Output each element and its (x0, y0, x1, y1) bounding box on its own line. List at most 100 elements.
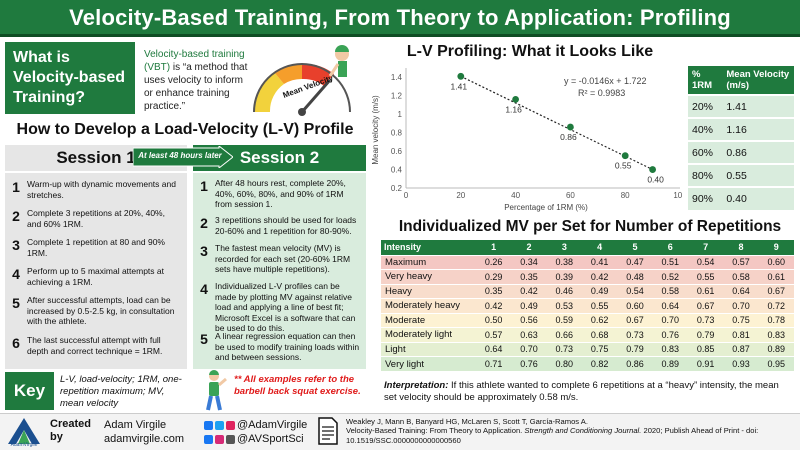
table-cell: 0.49 (511, 298, 547, 313)
table-header-row: Intensity 1 2 3 4 5 6 7 8 9 (381, 240, 794, 255)
table-cell: 0.58 (723, 269, 759, 284)
table-row: Moderate 0.50 0.56 0.59 0.62 0.67 0.70 0.73 0.75… (381, 312, 794, 328)
author-website-link[interactable]: adamvirgile.com (104, 433, 185, 445)
table-cell: 0.91 (687, 356, 724, 371)
y-tick-label: 1.4 (391, 73, 403, 82)
column-header: 3 (546, 240, 582, 255)
interpretation-label: Interpretation: (384, 380, 449, 391)
table-cell: 90% (688, 186, 723, 210)
table-cell: 0.67 (758, 283, 794, 299)
table-cell: 0.76 (511, 356, 547, 371)
y-tick-label: 0.8 (391, 129, 403, 138)
data-label: 1.16 (505, 104, 522, 114)
table-cell: 0.26 (476, 254, 512, 270)
table-cell: 0.66 (546, 327, 582, 342)
table-cell: 0.73 (546, 341, 582, 357)
table-cell: 0.70 (723, 298, 759, 313)
table-cell: 0.49 (581, 283, 618, 299)
table-cell: 0.54 (687, 254, 724, 270)
author-block: Adam Virgile adamvirgile.com (104, 418, 204, 446)
table-row: 60% 0.86 (688, 140, 794, 164)
column-header: 5 (617, 240, 653, 255)
table-row: 90% 0.40 (688, 186, 794, 210)
step-text: 3 repetitions should be used for loads 2… (215, 215, 357, 236)
list-item: 1 Warm-up with dynamic movements and str… (5, 179, 177, 200)
y-tick-label: 0.2 (391, 184, 403, 193)
created-by-label: Created by (50, 418, 91, 443)
x-tick-label: 60 (566, 191, 575, 200)
citation: Weakley J, Mann B, Banyard HG, McLaren S… (346, 417, 796, 445)
table-cell: 0.70 (652, 312, 688, 328)
table-cell: 0.48 (617, 269, 653, 284)
title-bar: Velocity-Based Training, From Theory to … (0, 0, 800, 37)
document-icon (318, 417, 338, 445)
table-cell: 0.64 (476, 341, 512, 357)
data-point (621, 152, 629, 160)
table-cell: 0.61 (687, 283, 724, 299)
step-text: Individualized L-V profiles can be made … (215, 281, 356, 333)
data-label: 0.86 (560, 132, 577, 142)
step-text: Complete 1 repetition at 80 and 90% 1RM. (27, 237, 165, 258)
list-item: 5 A linear regression equation can then … (193, 331, 360, 363)
step-number: 2 (200, 215, 208, 231)
intensity-label: Heavy (381, 283, 476, 299)
step-text: The last successful attempt with full de… (27, 335, 163, 356)
what-is-vbt-box: What is Velocity-based Training? (5, 42, 135, 114)
y-tick-label: 0.4 (391, 166, 403, 175)
mv-repetitions-table: Intensity 1 2 3 4 5 6 7 8 9 Maximum 0.26 0.34 0.38 0.… (381, 240, 794, 371)
vbt-definition: Velocity-based training (VBT) is “a meth… (144, 48, 254, 113)
table-cell: 20% (688, 94, 723, 118)
threads-icon (226, 434, 235, 444)
table-row: 40% 1.16 (688, 117, 794, 141)
data-point (649, 166, 656, 173)
table-cell: 0.38 (546, 254, 582, 270)
table-row: Maximum 0.26 0.34 0.38 0.41 0.47 0.51 0.54 0.57 0… (381, 254, 794, 270)
table-cell: 0.55 (581, 298, 618, 313)
intensity-label: Very light (381, 356, 476, 371)
step-number: 6 (12, 335, 20, 351)
x-tick-label: 20 (456, 191, 465, 200)
step-text: Perform up to 5 maximal attempts at achi… (27, 266, 164, 287)
social-handles: @AdamVirgile @AVSportSci (204, 418, 322, 446)
table-cell: 0.35 (476, 283, 512, 299)
table-cell: 0.67 (687, 298, 724, 313)
mv-table-title: Individualized MV per Set for Number of … (398, 218, 782, 235)
intensity-label: Very heavy (381, 269, 476, 284)
twitter-row[interactable]: @AdamVirgile (204, 418, 322, 432)
table-cell: 0.85 (687, 341, 724, 357)
how-to-title: How to Develop a Load-Velocity (L-V) Pro… (16, 121, 354, 138)
column-header: 4 (581, 240, 618, 255)
table-cell: 0.42 (476, 298, 512, 313)
column-header: 8 (723, 240, 759, 255)
table-row: Light 0.64 0.70 0.73 0.75 0.79 0.83 0.85 0.87 0.8… (381, 341, 794, 357)
table-cell: 0.29 (476, 269, 512, 284)
table-cell: 0.46 (546, 283, 582, 299)
vbt-definition-highlight: Velocity-based training (VBT) (144, 49, 245, 73)
facebook-icon (204, 434, 213, 444)
linkedin-icon (204, 420, 213, 430)
lv-scatter-chart: 0 20 40 60 80 100 0.2 0.4 0.6 0.8 1 1.2 1.4 1.41 1.16… (371, 68, 682, 212)
regression-equation: y = -0.0146x + 1.722 (564, 76, 647, 86)
column-header: Mean Velocity (m/s) (722, 66, 794, 95)
table-cell: 0.56 (511, 312, 547, 328)
table-cell: 0.68 (581, 327, 618, 342)
adam-virgile-logo-icon (8, 418, 40, 444)
list-item: 5 After successful attempts, load can be… (5, 295, 177, 327)
session-1-steps: 1 Warm-up with dynamic movements and str… (5, 173, 187, 369)
table-cell: 0.58 (652, 283, 688, 299)
key-text: L-V, load-velocity; 1RM, one-repetition … (60, 374, 182, 409)
column-header: 9 (758, 240, 794, 255)
table-cell: 0.39 (546, 269, 582, 284)
table-cell: 0.70 (511, 341, 547, 357)
data-point (567, 123, 574, 131)
instagram-row[interactable]: @AVSportSci (204, 432, 322, 446)
step-number: 5 (12, 295, 20, 311)
table-row: Very light 0.71 0.76 0.80 0.82 0.86 0.89 0.91 0.… (381, 356, 794, 371)
table-cell: 1.41 (722, 94, 794, 118)
x-tick-label: 80 (621, 191, 630, 200)
table-header-row: % 1RM Mean Velocity (m/s) (688, 66, 794, 95)
step-text: After 48 hours rest, complete 20%, 40%, … (215, 178, 346, 209)
table-cell: 0.54 (617, 283, 653, 299)
velocity-gauge-icon: Mean Velocity (253, 45, 351, 116)
what-line: Training? (13, 89, 85, 106)
